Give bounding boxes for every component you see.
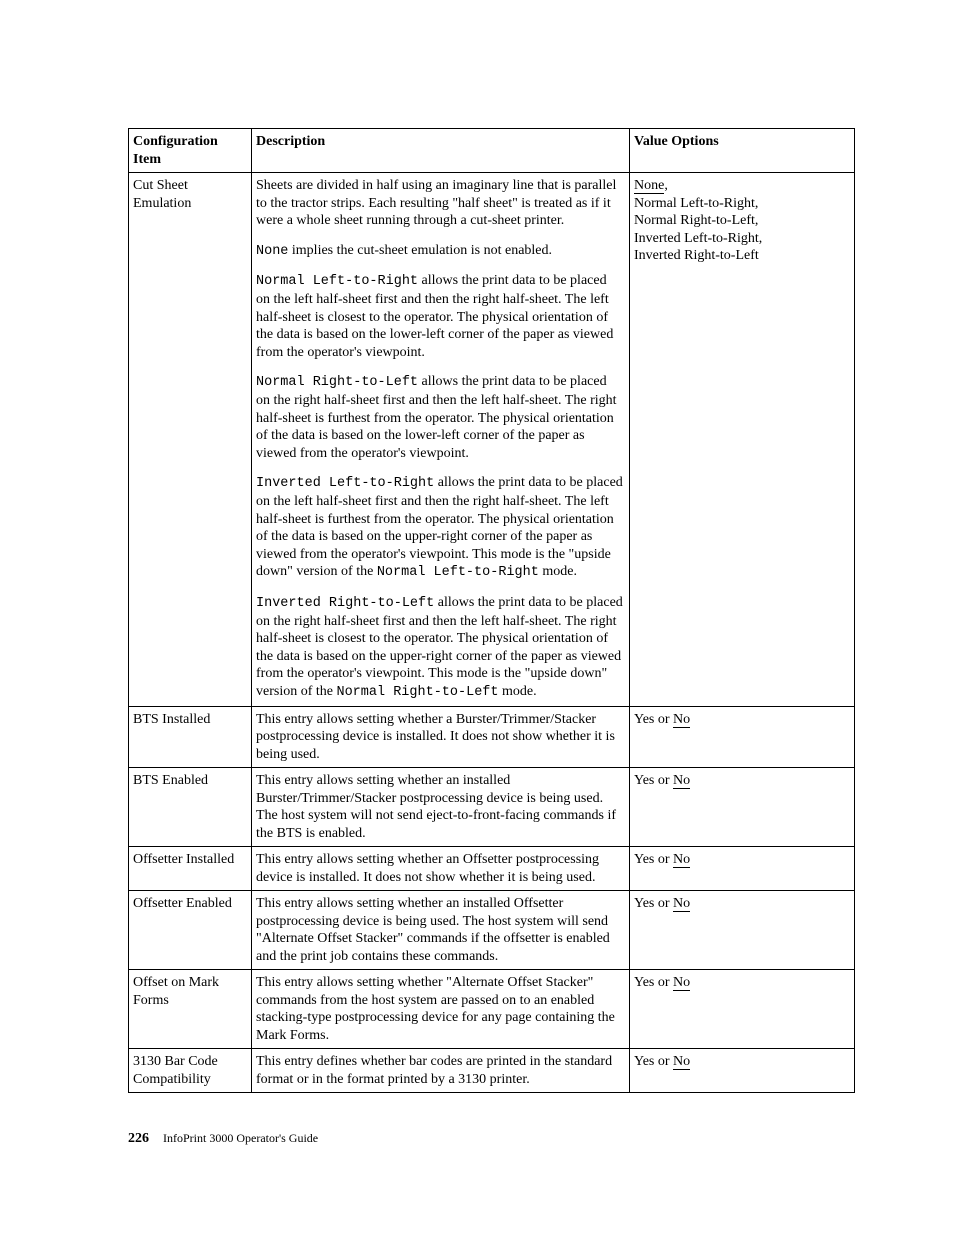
cell-description: This entry allows setting whether an ins… (252, 768, 630, 847)
desc-paragraph: Normal Left-to-Right allows the print da… (256, 272, 623, 361)
cell-description: This entry defines whether bar codes are… (252, 1049, 630, 1093)
table-row: Cut Sheet Emulation Sheets are divided i… (129, 173, 855, 707)
desc-text: mode. (539, 564, 577, 579)
cell-config-item: 3130 Bar Code Compatibility (129, 1049, 252, 1093)
value-text: Yes or (634, 975, 673, 990)
desc-text: mode. (499, 684, 537, 699)
desc-paragraph: Inverted Right-to-Left allows the print … (256, 594, 623, 702)
value-text: Normal Right-to-Left, (634, 213, 758, 228)
cell-value-options: Yes or No (630, 706, 855, 768)
value-default: None (634, 178, 664, 194)
cell-description: This entry allows setting whether a Burs… (252, 706, 630, 768)
value-text: Yes or (634, 896, 673, 911)
config-table: Configuration Item Description Value Opt… (128, 128, 855, 1093)
cell-config-item: BTS Installed (129, 706, 252, 768)
cell-value-options: Yes or No (630, 891, 855, 970)
code-text: Normal Left-to-Right (256, 274, 418, 289)
desc-paragraph: None implies the cut-sheet emulation is … (256, 242, 623, 261)
code-text: Normal Right-to-Left (256, 375, 418, 390)
desc-paragraph: Normal Right-to-Left allows the print da… (256, 373, 623, 462)
table-header-row: Configuration Item Description Value Opt… (129, 129, 855, 173)
cell-value-options: Yes or No (630, 847, 855, 891)
book-title: InfoPrint 3000 Operator's Guide (163, 1131, 318, 1145)
cell-config-item: Cut Sheet Emulation (129, 173, 252, 707)
page-number: 226 (128, 1131, 149, 1146)
desc-text: implies the cut-sheet emulation is not e… (288, 243, 552, 258)
value-default: No (673, 975, 690, 991)
cell-config-item: Offset on Mark Forms (129, 970, 252, 1049)
value-text: Yes or (634, 852, 673, 867)
cell-value-options: None, Normal Left-to-Right, Normal Right… (630, 173, 855, 707)
value-text: , (664, 178, 668, 193)
code-text: Inverted Left-to-Right (256, 476, 434, 491)
value-default: No (673, 1054, 690, 1070)
cell-value-options: Yes or No (630, 970, 855, 1049)
value-text: Normal Left-to-Right, (634, 196, 758, 211)
table-row: BTS Enabled This entry allows setting wh… (129, 768, 855, 847)
cell-description: This entry allows setting whether an ins… (252, 891, 630, 970)
col-header-value-options: Value Options (630, 129, 855, 173)
value-default: No (673, 896, 690, 912)
value-default: No (673, 773, 690, 789)
cell-description: This entry allows setting whether "Alter… (252, 970, 630, 1049)
page-footer: 226 InfoPrint 3000 Operator's Guide (128, 1131, 318, 1147)
col-header-description: Description (252, 129, 630, 173)
cell-description: Sheets are divided in half using an imag… (252, 173, 630, 707)
code-text: Normal Left-to-Right (377, 565, 539, 580)
cell-config-item: Offsetter Installed (129, 847, 252, 891)
cell-value-options: Yes or No (630, 1049, 855, 1093)
table-row: BTS Installed This entry allows setting … (129, 706, 855, 768)
cell-description: This entry allows setting whether an Off… (252, 847, 630, 891)
table-row: Offsetter Installed This entry allows se… (129, 847, 855, 891)
desc-paragraph: Sheets are divided in half using an imag… (256, 177, 623, 230)
value-default: No (673, 852, 690, 868)
code-text: Inverted Right-to-Left (256, 596, 434, 611)
col-header-config-item: Configuration Item (129, 129, 252, 173)
value-default: No (673, 712, 690, 728)
value-text: Yes or (634, 712, 673, 727)
cell-config-item: BTS Enabled (129, 768, 252, 847)
table-row: Offset on Mark Forms This entry allows s… (129, 970, 855, 1049)
value-text: Yes or (634, 1054, 673, 1069)
value-text: Inverted Right-to-Left (634, 248, 759, 263)
cell-config-item: Offsetter Enabled (129, 891, 252, 970)
value-text: Inverted Left-to-Right, (634, 231, 762, 246)
table-row: Offsetter Enabled This entry allows sett… (129, 891, 855, 970)
desc-paragraph: Inverted Left-to-Right allows the print … (256, 474, 623, 582)
code-text: None (256, 244, 288, 259)
cell-value-options: Yes or No (630, 768, 855, 847)
table-row: 3130 Bar Code Compatibility This entry d… (129, 1049, 855, 1093)
code-text: Normal Right-to-Left (336, 685, 498, 700)
value-text: Yes or (634, 773, 673, 788)
